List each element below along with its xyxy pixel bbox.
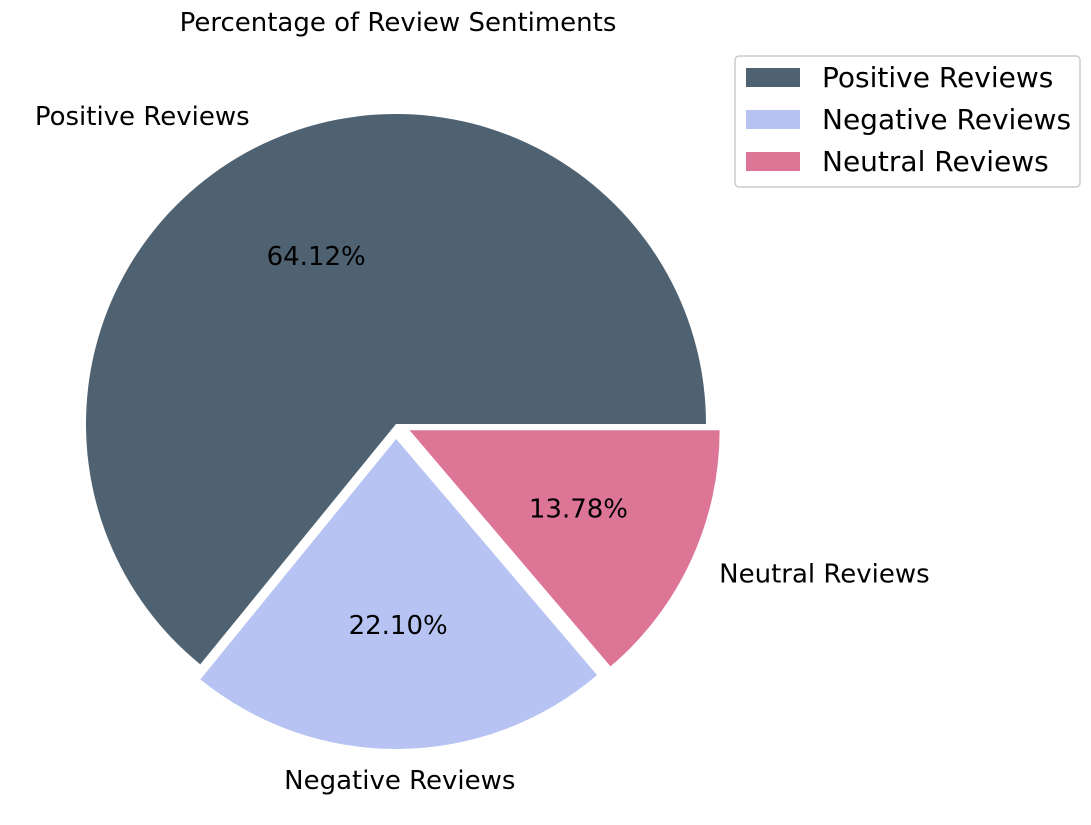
legend-label-negative: Negative Reviews [822,103,1071,136]
pie-slice-neutral [409,430,720,667]
pie-percent-neutral: 13.78% [529,494,628,524]
pie-percent-positive: 64.12% [267,242,366,272]
chart-title: Percentage of Review Sentiments [180,8,617,38]
pie-slice-positive [86,113,707,665]
legend-swatch-negative [746,110,800,129]
legend-frame [734,55,1081,188]
pie-slice-labels: Positive Reviews Negative Reviews Neutral … [35,102,930,796]
legend-swatch-neutral [746,152,800,171]
pie-label-neutral: Neutral Reviews [719,559,930,589]
legend-label-positive: Positive Reviews [822,61,1053,94]
pie-label-positive: Positive Reviews [35,102,250,132]
legend-swatch-positive [746,68,800,87]
pie-percent-labels: 64.12% 22.10% 13.78% [267,242,628,641]
pie-label-negative: Negative Reviews [284,766,515,796]
pie-slices [86,113,720,749]
pie-slice-negative [200,438,598,749]
legend-label-neutral: Neutral Reviews [822,145,1049,178]
legend: Positive Reviews Negative Reviews Neutra… [734,55,1081,188]
pie-percent-negative: 22.10% [349,611,448,641]
